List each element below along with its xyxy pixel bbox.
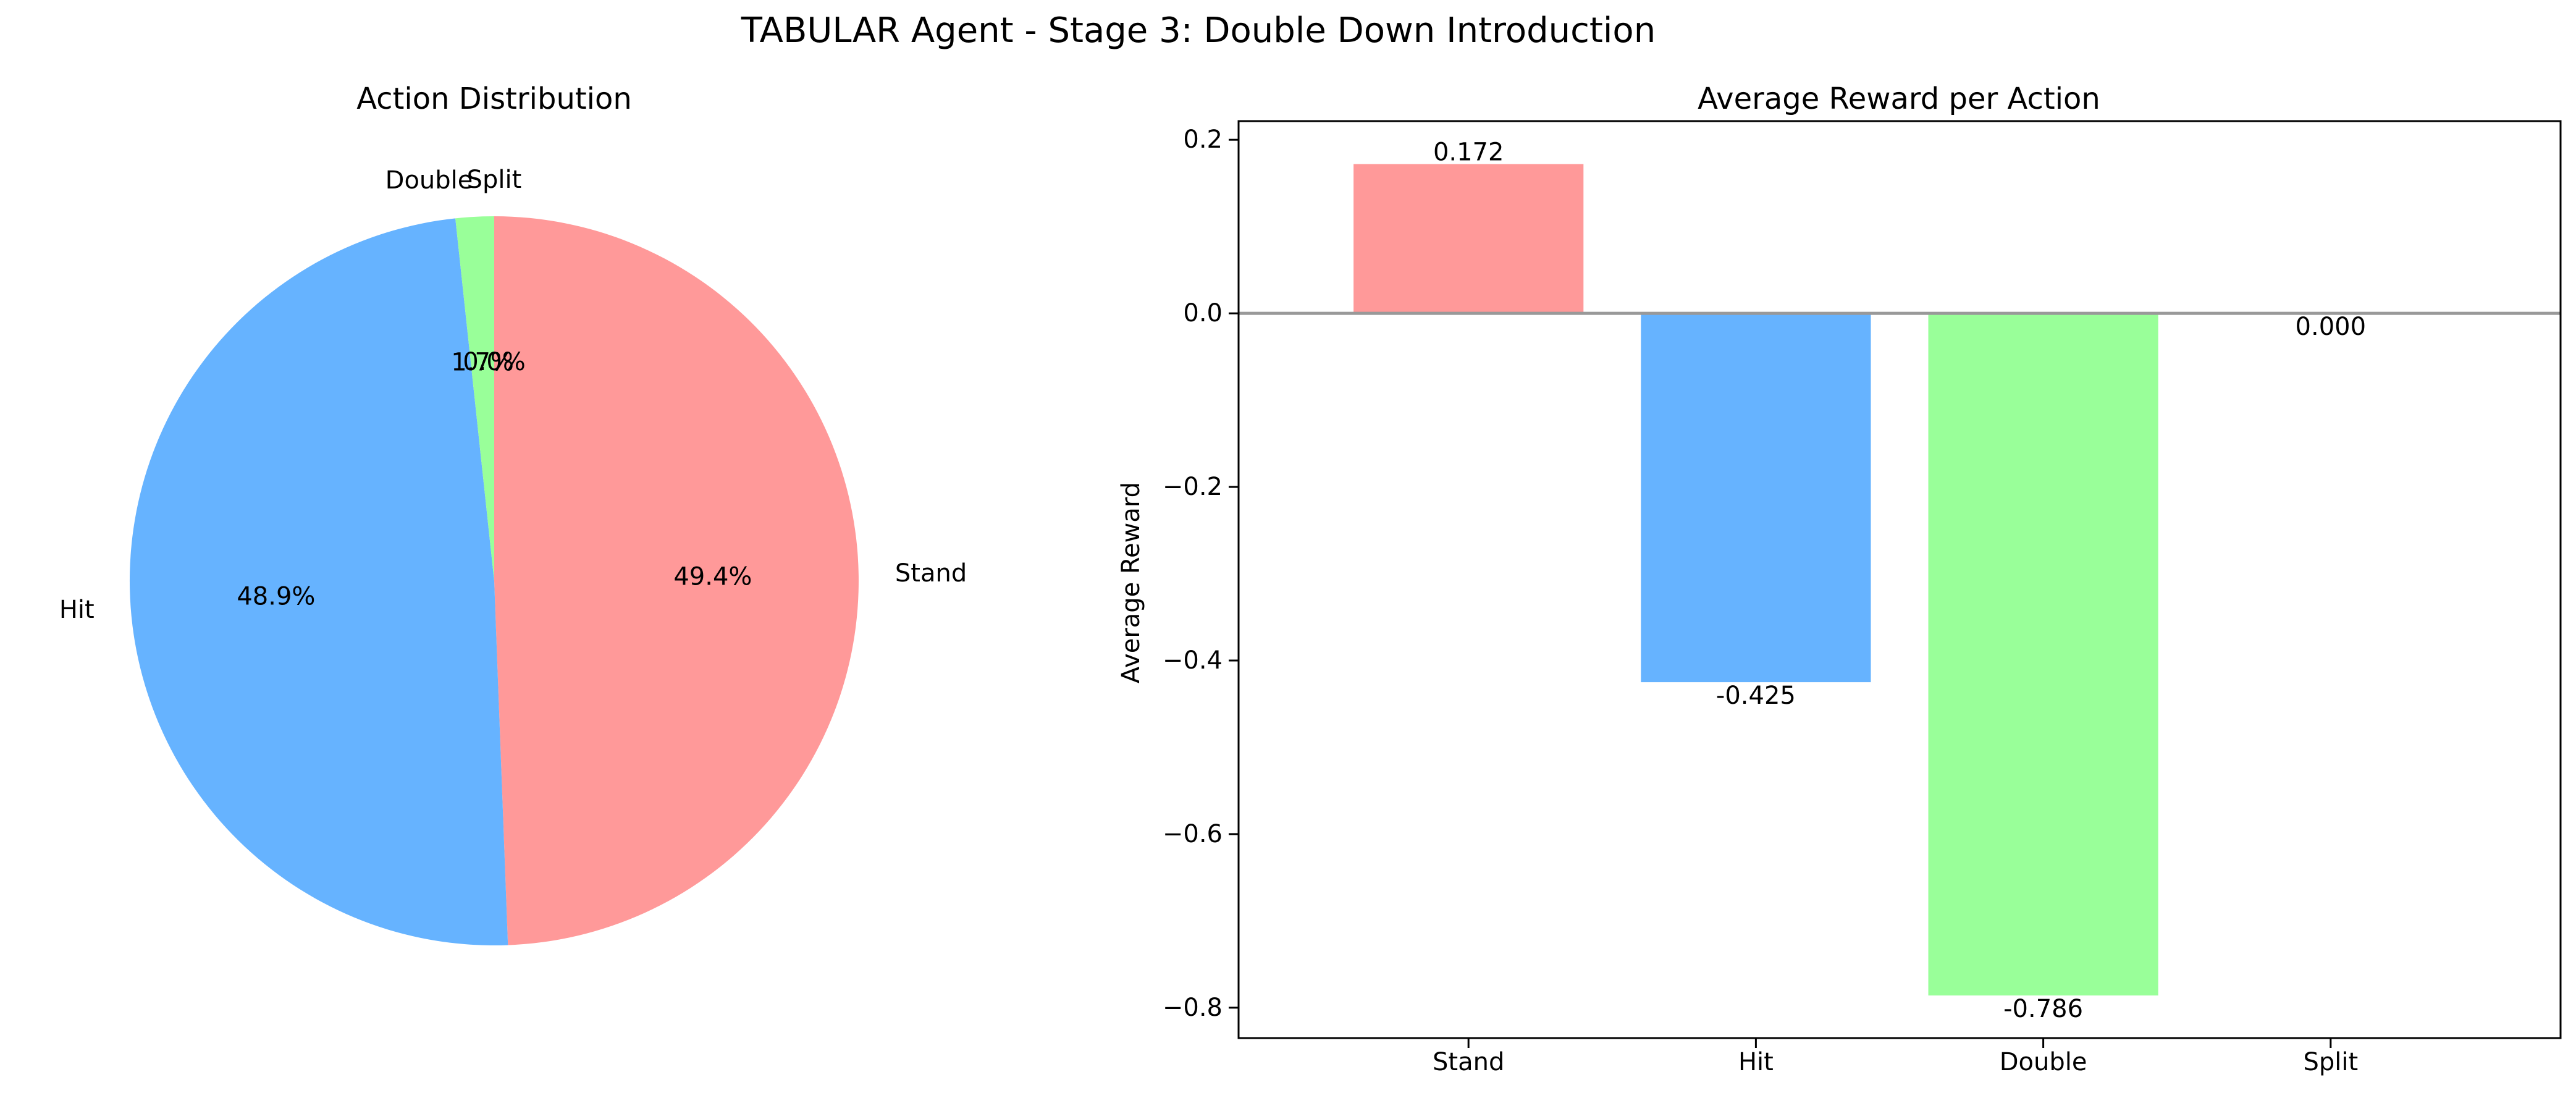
bar-title: Average Reward per Action <box>1698 82 2100 116</box>
pie-slices <box>129 216 859 946</box>
y-axis-label: Average Reward <box>1117 482 1145 683</box>
x-tick-label-double: Double <box>2000 1048 2087 1076</box>
pie-chart: Action Distribution Stand 49.4% Hit 48.9% Do… <box>59 82 967 946</box>
bar-value-labels: 0.172 -0.425 -0.786 0.000 <box>1433 138 2366 1023</box>
pie-title: Action Distribution <box>356 82 632 116</box>
y-tick-label: 0.2 <box>1183 125 1223 154</box>
pie-slice-hit <box>129 218 508 946</box>
bar-stand <box>1353 164 1584 314</box>
y-tick-label: −0.8 <box>1163 994 1223 1022</box>
bar-bars <box>1353 164 2158 996</box>
pie-label-stand: Stand <box>895 559 967 588</box>
bar-value-stand: 0.172 <box>1433 138 1504 167</box>
bar-hit <box>1641 313 1871 683</box>
bar-chart: Average Reward per Action Average Reward… <box>1117 82 2562 1076</box>
bar-value-hit: -0.425 <box>1716 682 1796 710</box>
y-tick-label: −0.2 <box>1163 473 1223 501</box>
plot-frame <box>1237 120 2562 1039</box>
x-tick-label-hit: Hit <box>1738 1048 1774 1076</box>
y-tick-label: 0.0 <box>1183 299 1223 327</box>
pie-labels: Stand 49.4% Hit 48.9% Double 1.7% Split 0.0% <box>59 166 967 624</box>
x-tick-label-stand: Stand <box>1433 1048 1504 1076</box>
figure-title: TABULAR Agent - Stage 3: Double Down Int… <box>741 11 1656 51</box>
pie-slice-stand <box>494 216 859 945</box>
bar-value-double: -0.786 <box>2003 995 2083 1023</box>
y-tick-label: −0.6 <box>1163 820 1223 848</box>
bar-axis-ticks: 0.2 0.0 −0.2 −0.4 −0.6 −0.8 Stand Hit Double Spli… <box>1163 125 2358 1076</box>
pie-percent-stand: 49.4% <box>673 562 752 591</box>
pie-percent-split: 0.0% <box>463 348 526 376</box>
x-tick-label-split: Split <box>2303 1048 2358 1076</box>
pie-percent-double: 1.7% <box>451 348 514 377</box>
pie-label-double: Double <box>385 166 473 195</box>
pie-percent-hit: 48.9% <box>237 583 315 611</box>
pie-slice-double <box>455 216 494 581</box>
pie-label-split: Split <box>467 166 522 194</box>
y-tick-label: −0.4 <box>1163 646 1223 675</box>
bar-double <box>1928 313 2158 996</box>
bar-value-split: 0.000 <box>2296 313 2367 341</box>
pie-label-hit: Hit <box>59 596 95 624</box>
